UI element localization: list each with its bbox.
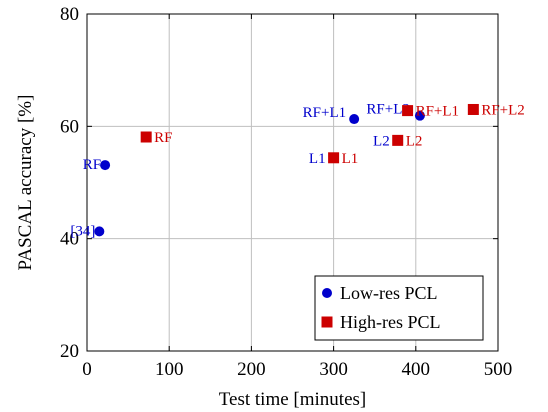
high-res-point [328, 152, 340, 164]
axis-ticks: 0 100 200 300 400 500 20 40 60 80 [60, 4, 512, 380]
y-tick-label: 80 [60, 4, 79, 25]
legend: Low-res PCL High-res PCL [314, 275, 484, 341]
y-tick-label: 60 [60, 116, 79, 137]
x-tick-label: 0 [82, 359, 92, 380]
high-res-point [402, 105, 414, 117]
high-res-point [467, 103, 479, 115]
high-res-point-label: RF+L1 [416, 104, 459, 120]
low-res-point-label: RF+L2 [366, 102, 409, 118]
y-tick-label: 40 [60, 229, 79, 250]
low-res-point [414, 110, 425, 121]
x-tick-label: 300 [319, 359, 348, 380]
low-res-point [94, 226, 105, 237]
x-tick-label: 200 [237, 359, 266, 380]
grid [87, 14, 498, 351]
plot-frame [86, 13, 499, 352]
y-tick-label: 20 [60, 341, 79, 362]
high-res-point-label: L1 [342, 151, 359, 167]
low-res-point-label: RF [83, 157, 101, 173]
x-tick-label: 500 [484, 359, 513, 380]
legend-label-high-res: High-res PCL [340, 312, 441, 332]
low-res-point [100, 160, 111, 171]
legend-marker-high-res [321, 316, 333, 328]
x-tick-label: 100 [155, 359, 184, 380]
high-res-point-label: RF+L2 [481, 102, 524, 118]
high-res-point-label-left: L2 [373, 133, 390, 149]
low-res-point-label: [34] [70, 223, 95, 239]
high-res-point-label-left: L1 [309, 151, 326, 167]
high-res-point-label: RF [154, 130, 172, 146]
high-res-point [392, 134, 404, 146]
low-res-point [349, 114, 360, 125]
legend-label-low-res: Low-res PCL [340, 283, 438, 303]
high-res-point-label: L2 [406, 133, 423, 149]
low-res-point-label: RF+L1 [303, 105, 346, 121]
x-axis-title: Test time [minutes] [219, 389, 366, 410]
y-axis-title: PASCAL accuracy [%] [15, 95, 36, 271]
legend-box [314, 275, 484, 341]
data-points: [34] RF RF+L1 RF+L2 RF L1 L1 L2 L2 RF+L1 RF+L2 [70, 102, 524, 240]
legend-marker-low-res [322, 288, 332, 298]
high-res-point [140, 131, 152, 143]
x-tick-label: 400 [402, 359, 431, 380]
